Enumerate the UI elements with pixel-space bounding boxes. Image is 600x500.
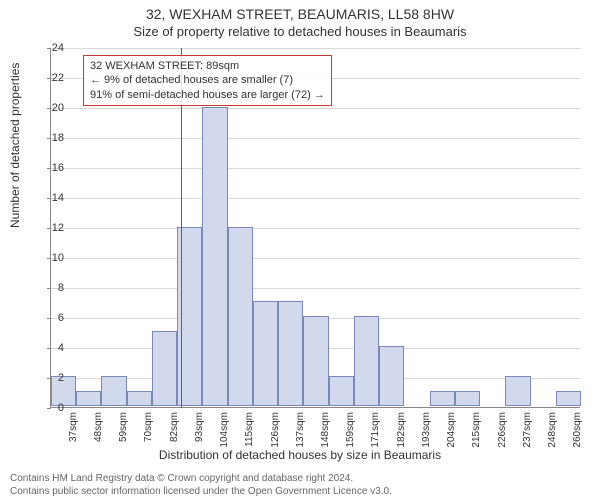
xtick-label: 182sqm [396,412,407,448]
bar [76,391,101,406]
xtick-label: 237sqm [522,412,533,448]
bar [228,227,253,407]
gridline [51,48,581,49]
xtick-label: 171sqm [370,412,381,448]
bar [329,376,354,406]
xtick-label: 148sqm [320,412,331,448]
xtick-label: 104sqm [219,412,230,448]
y-axis-label: Number of detached properties [8,63,22,228]
bar [253,301,278,406]
chart-title: 32, WEXHAM STREET, BEAUMARIS, LL58 8HW [0,0,600,22]
ytick-label: 10 [34,252,64,264]
ytick-label: 6 [34,312,64,324]
bar [278,301,303,406]
ytick-label: 22 [34,72,64,84]
xtick-label: 59sqm [118,412,129,442]
gridline [51,168,581,169]
xtick-label: 37sqm [68,412,79,442]
gridline [51,108,581,109]
ytick-label: 8 [34,282,64,294]
xtick-label: 93sqm [194,412,205,442]
bar [379,346,404,406]
bar [505,376,530,406]
xtick-label: 204sqm [446,412,457,448]
xtick-label: 215sqm [471,412,482,448]
gridline [51,228,581,229]
xtick-label: 137sqm [295,412,306,448]
bar [430,391,455,406]
bar [303,316,328,406]
annotation-box: 32 WEXHAM STREET: 89sqm← 9% of detached … [83,55,332,106]
ytick-label: 24 [34,42,64,54]
gridline [51,258,581,259]
xtick-label: 48sqm [93,412,104,442]
chart-container: 32, WEXHAM STREET, BEAUMARIS, LL58 8HW S… [0,0,600,500]
ytick-label: 16 [34,162,64,174]
ytick-label: 2 [34,372,64,384]
xtick-label: 248sqm [547,412,558,448]
ytick-label: 0 [34,402,64,414]
gridline [51,288,581,289]
xtick-label: 193sqm [421,412,432,448]
chart-area: 37sqm48sqm59sqm70sqm82sqm93sqm104sqm115s… [50,48,580,408]
chart-subtitle: Size of property relative to detached ho… [0,22,600,39]
xtick-label: 126sqm [270,412,281,448]
footer-line2: Contains public sector information licen… [10,486,392,499]
ytick-label: 4 [34,342,64,354]
annotation-line: ← 9% of detached houses are smaller (7) [90,73,325,87]
bar [556,391,581,406]
bar [152,331,177,406]
ytick-label: 12 [34,222,64,234]
bar [101,376,126,406]
xtick-label: 226sqm [497,412,508,448]
plot-region: 37sqm48sqm59sqm70sqm82sqm93sqm104sqm115s… [50,48,580,408]
annotation-line: 32 WEXHAM STREET: 89sqm [90,59,325,73]
ytick-label: 20 [34,102,64,114]
footer-attribution: Contains HM Land Registry data © Crown c… [10,473,392,498]
annotation-line: 91% of semi-detached houses are larger (… [90,88,325,102]
bar [455,391,480,406]
ytick-label: 14 [34,192,64,204]
gridline [51,138,581,139]
xtick-label: 260sqm [572,412,583,448]
xtick-label: 115sqm [244,412,255,447]
bar [127,391,152,406]
footer-line1: Contains HM Land Registry data © Crown c… [10,473,392,486]
xtick-label: 70sqm [143,412,154,442]
ytick-label: 18 [34,132,64,144]
gridline [51,198,581,199]
x-axis-label: Distribution of detached houses by size … [0,448,600,462]
xtick-label: 82sqm [169,412,180,442]
bar [202,107,227,406]
bar [354,316,379,406]
xtick-label: 159sqm [345,412,356,448]
